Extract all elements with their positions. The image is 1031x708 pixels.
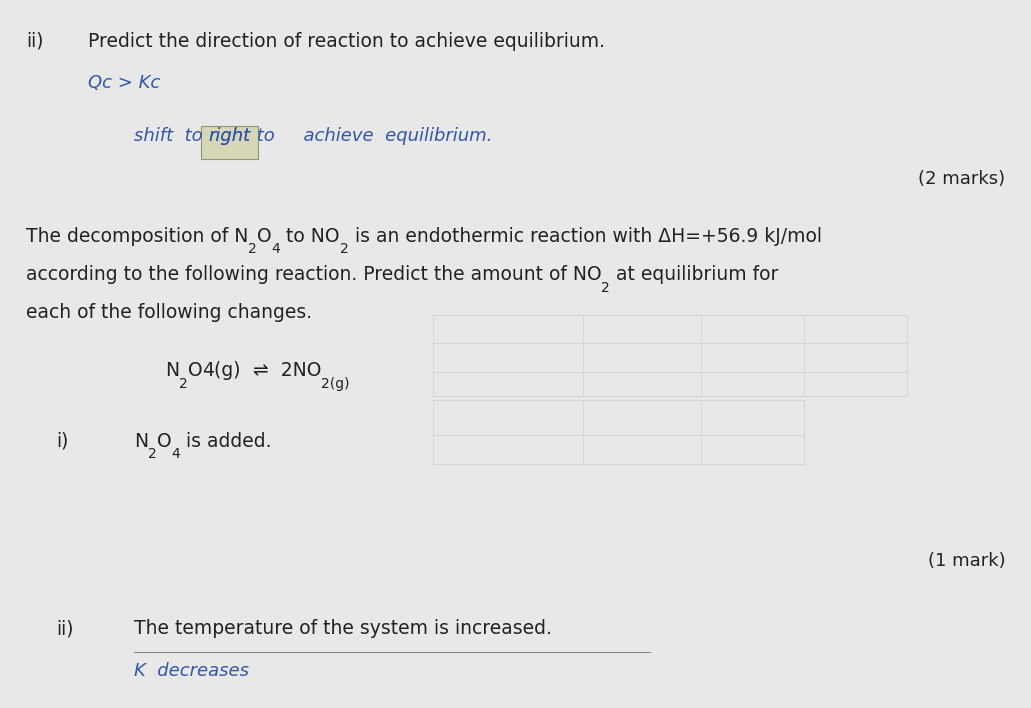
Text: O: O [188,361,202,380]
Text: O: O [257,227,271,246]
Text: Predict the direction of reaction to achieve equilibrium.: Predict the direction of reaction to ach… [88,32,604,51]
Text: (1 mark): (1 mark) [928,552,1005,570]
Text: 4: 4 [171,447,180,462]
Text: each of the following changes.: each of the following changes. [26,303,312,322]
Text: 2: 2 [179,377,188,391]
Text: right: right [208,127,251,145]
Text: at equilibrium for: at equilibrium for [610,266,778,285]
Text: ii): ii) [26,32,43,51]
Text: to     achieve  equilibrium.: to achieve equilibrium. [251,127,492,145]
Text: 4(g): 4(g) [202,361,241,380]
Text: to NO: to NO [280,227,340,246]
Text: The decomposition of N: The decomposition of N [26,227,248,246]
Text: (2 marks): (2 marks) [918,170,1005,188]
Text: i): i) [57,432,69,451]
Text: Qc > Kc: Qc > Kc [88,74,160,92]
Text: ii): ii) [57,620,74,639]
Text: O: O [157,432,171,451]
Text: according to the following reaction. Predict the amount of NO: according to the following reaction. Pre… [26,266,601,285]
FancyBboxPatch shape [201,126,258,159]
Text: N: N [134,432,148,451]
Text: 2: 2 [248,242,257,256]
Text: ⇌  2NO: ⇌ 2NO [241,361,322,380]
Text: 2(g): 2(g) [322,377,350,391]
Text: N: N [165,361,179,380]
Text: right: right [208,127,251,145]
Text: 4: 4 [271,242,280,256]
Text: 2: 2 [601,281,610,295]
Text: is added.: is added. [180,432,272,451]
Text: is an endothermic reaction with ΔH=+56.9 kJ/mol: is an endothermic reaction with ΔH=+56.9… [348,227,822,246]
Text: 2: 2 [340,242,348,256]
Text: 2: 2 [148,447,157,462]
Text: K  decreases: K decreases [134,662,250,680]
Text: The temperature of the system is increased.: The temperature of the system is increas… [134,620,552,639]
Text: shift  to: shift to [134,127,208,145]
